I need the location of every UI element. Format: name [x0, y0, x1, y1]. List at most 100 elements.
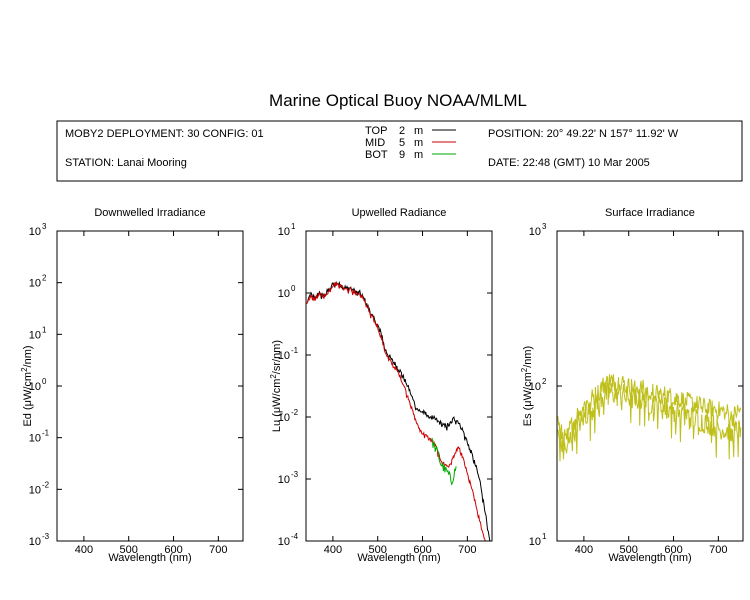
x-tick-label: 600	[164, 544, 182, 556]
y-axis-label: Ed (μW/cm2/nm)	[20, 345, 34, 426]
y-axis-label-part: W/cm	[22, 372, 34, 400]
y-tick-label: 10	[529, 226, 541, 238]
y-tick-exponent: -1	[291, 346, 299, 355]
y-tick-label: 10	[278, 412, 290, 424]
info-box-frame	[56, 120, 743, 182]
y-tick-exponent: -2	[42, 480, 50, 489]
y-axis-label-part: μ	[271, 407, 283, 413]
y-axis-label-part: )	[22, 345, 34, 349]
series-group	[306, 280, 491, 541]
x-tick-label: 500	[369, 544, 387, 556]
x-tick-label: 500	[620, 544, 638, 556]
legend-unit: m	[414, 137, 423, 149]
x-axis-label: Wavelength (nm)	[108, 552, 191, 564]
legend-label: TOP	[365, 125, 387, 137]
y-axis-label-part: Lu (	[271, 413, 283, 432]
y-tick-exponent: 1	[42, 325, 47, 334]
y-tick-label: 10	[29, 381, 41, 393]
legend-depth: 2	[399, 125, 405, 137]
y-tick-label: 10	[278, 474, 290, 486]
figure-title: Marine Optical Buoy NOAA/MLML	[269, 91, 527, 110]
position-text: POSITION: 20° 49.22' N 157° 11.92' W	[488, 128, 679, 140]
legend-unit: m	[414, 125, 423, 137]
y-tick-label: 10	[29, 329, 41, 341]
y-axis-label-part: W/cm	[271, 379, 283, 407]
y-axis-label-part: W/cm	[522, 372, 534, 400]
y-tick-label: 10	[278, 226, 290, 238]
y-tick-exponent: 2	[542, 377, 547, 386]
y-axis-label: Lu (μW/cm2/sr/nm)	[269, 340, 283, 432]
x-tick-label: 400	[75, 544, 93, 556]
series-line	[306, 280, 491, 541]
series-line	[431, 437, 457, 486]
x-tick-label: 500	[120, 544, 138, 556]
series-line	[557, 374, 742, 452]
y-axis-label-part: Es (	[522, 406, 534, 426]
panel-title: Upwelled Radiance	[352, 207, 447, 219]
y-tick-label: 10	[278, 350, 290, 362]
y-tick-label: 10	[29, 433, 41, 445]
y-tick-exponent: -1	[42, 429, 50, 438]
y-tick-label: 10	[29, 278, 41, 290]
station-text: STATION: Lanai Mooring	[65, 157, 187, 169]
y-tick-exponent: -2	[291, 408, 299, 417]
y-tick-label: 10	[29, 536, 41, 548]
y-axis-label-part: μ	[22, 400, 34, 406]
y-tick-label: 10	[529, 381, 541, 393]
date-text: DATE: 22:48 (GMT) 10 Mar 2005	[488, 157, 650, 169]
y-axis-label-part: 2	[269, 374, 278, 379]
y-tick-label: 10	[278, 288, 290, 300]
legend: TOP 2 m MID 5 m BOT 9 m	[365, 125, 456, 161]
x-tick-label: 700	[709, 544, 727, 556]
legend-label: MID	[365, 137, 385, 149]
plot-frame	[56, 230, 244, 542]
y-tick-exponent: 3	[42, 222, 47, 231]
y-axis-label-part: )	[522, 346, 534, 350]
legend-depth: 9	[399, 149, 405, 161]
y-tick-exponent: 0	[291, 284, 296, 293]
y-tick-label: 10	[529, 536, 541, 548]
y-axis-label-part: 2	[20, 367, 29, 372]
panel-title: Downwelled Irradiance	[94, 207, 205, 219]
y-tick-label: 10	[29, 484, 41, 496]
x-tick-label: 700	[209, 544, 227, 556]
y-axis-label-part: /sr/nm	[271, 344, 283, 375]
y-tick-exponent: -4	[291, 532, 299, 541]
series-line	[306, 281, 488, 541]
deployment-text: MOBY2 DEPLOYMENT: 30 CONFIG: 01	[65, 128, 264, 140]
x-axis-label: Wavelength (nm)	[608, 552, 691, 564]
y-axis-label-part: Ed (	[22, 406, 34, 427]
y-tick-exponent: 3	[542, 222, 547, 231]
y-tick-exponent: 2	[42, 274, 47, 283]
y-axis-label-part: /nm	[22, 349, 34, 367]
x-axis-label: Wavelength (nm)	[357, 552, 440, 564]
plot-frame	[556, 230, 744, 542]
x-tick-label: 400	[324, 544, 342, 556]
x-tick-label: 600	[664, 544, 682, 556]
panel-title: Surface Irradiance	[605, 207, 695, 219]
y-axis-label-part: )	[271, 340, 283, 344]
x-tick-label: 700	[458, 544, 476, 556]
y-tick-exponent: -3	[42, 532, 50, 541]
y-tick-exponent: 1	[291, 222, 296, 231]
series-group	[557, 374, 742, 462]
x-tick-label: 400	[575, 544, 593, 556]
info-box: MOBY2 DEPLOYMENT: 30 CONFIG: 01 STATION:…	[56, 120, 743, 182]
y-axis-label-part: 2	[520, 367, 529, 372]
y-tick-exponent: 0	[42, 377, 47, 386]
y-tick-label: 10	[29, 226, 41, 238]
y-tick-exponent: 1	[542, 532, 547, 541]
y-tick-exponent: -3	[291, 470, 299, 479]
y-axis-label: Es (μW/cm2/nm)	[520, 346, 534, 426]
y-tick-label: 10	[278, 536, 290, 548]
legend-depth: 5	[399, 137, 405, 149]
series-line	[557, 382, 742, 462]
y-axis-label-part: μ	[522, 400, 534, 406]
y-axis-label-part: /nm	[522, 349, 534, 367]
legend-label: BOT	[365, 149, 388, 161]
